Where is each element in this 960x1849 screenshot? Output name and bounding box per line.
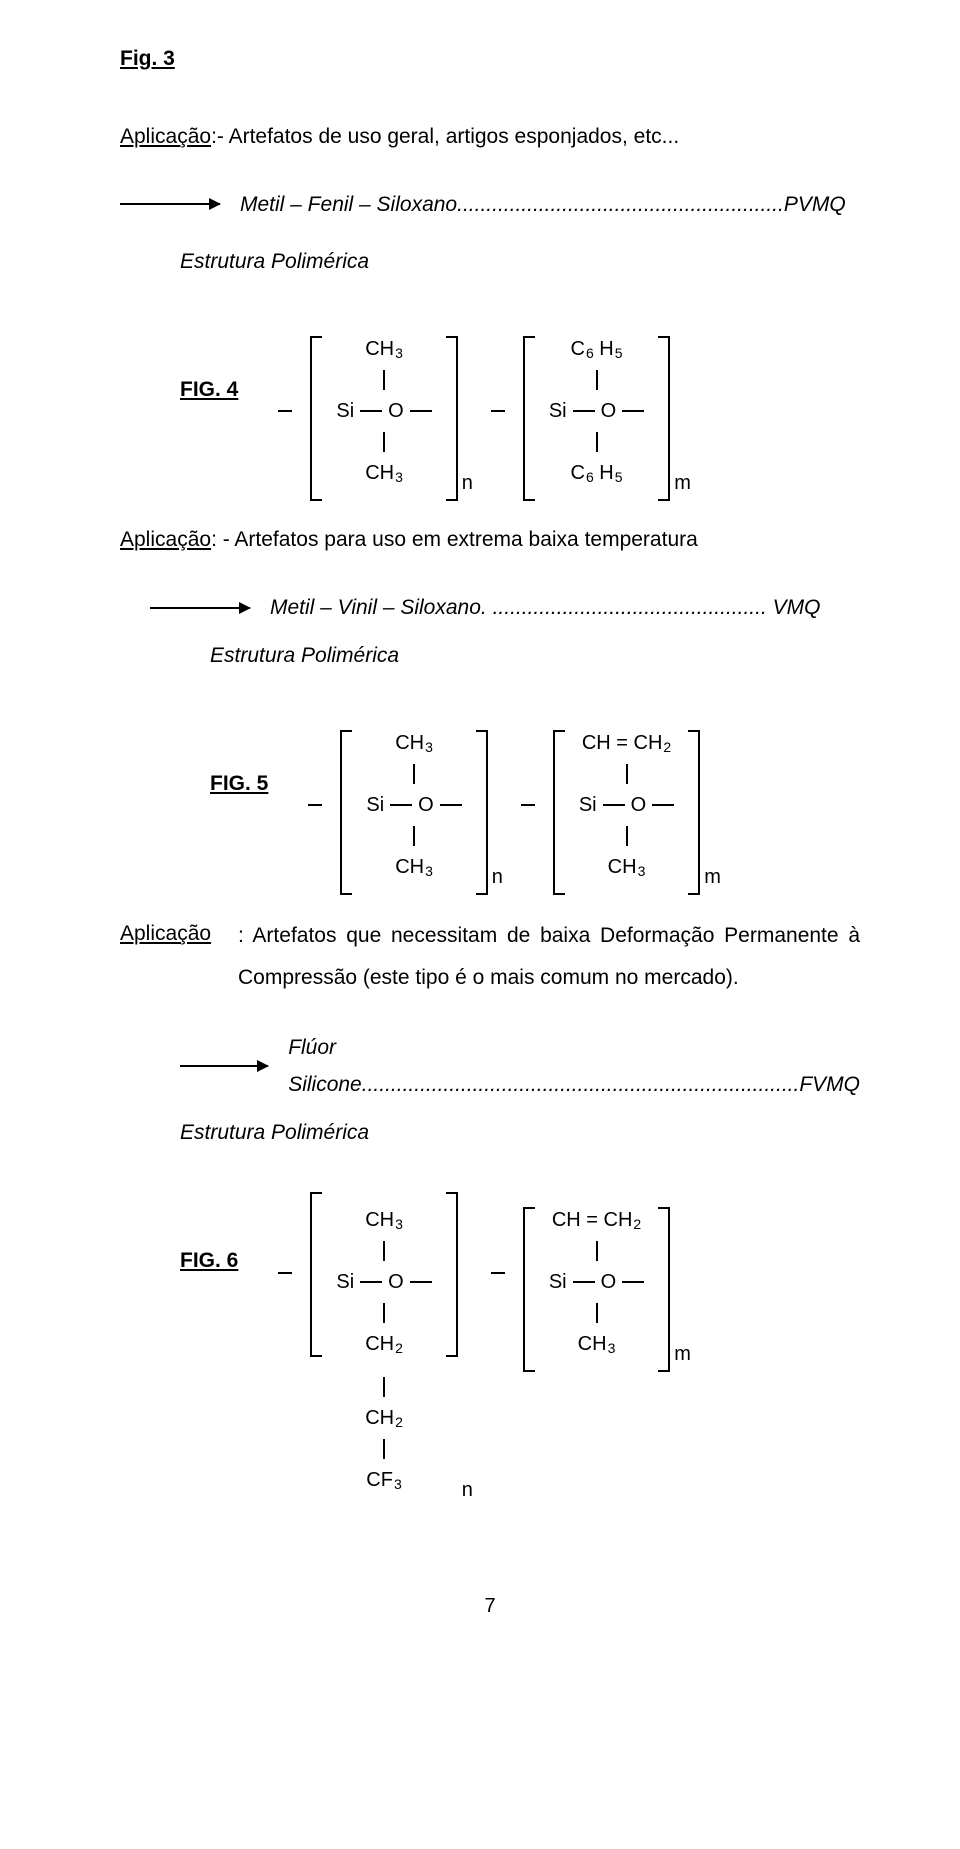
arrow-icon (180, 1065, 268, 1067)
chem4-unit2: C6 H5 Si O C6 H5 (523, 321, 691, 501)
bond-lead (278, 410, 292, 412)
page-container: Fig. 3 Aplicação:- Artefatos de uso gera… (0, 0, 960, 1664)
chem6-unit2-repeat: m (670, 1336, 691, 1372)
chem4-unit2-repeat: m (670, 465, 691, 501)
fig3-heading: Fig. 3 (120, 40, 860, 78)
bracket-right-icon (688, 730, 700, 895)
chem5-unit1-repeat: n (488, 859, 503, 895)
fig6-heading: FIG. 6 (180, 1182, 238, 1280)
chem6-unit1: CH3 SiO CH2 CH2 CF3 (310, 1192, 472, 1508)
aplicacao4-text: : - Artefatos para uso em extrema baixa … (211, 528, 698, 551)
chem6-unit1-repeat: n (458, 1472, 473, 1508)
bond-lead (278, 1272, 292, 1274)
aplicacao5-text: : Artefatos que necessitam de baixa Defo… (238, 915, 860, 999)
bond-lead (308, 804, 322, 806)
siloxane5-name: Metil – Vinil – Siloxano. ..............… (270, 589, 820, 627)
siloxane6-name: Flúor Silicone..........................… (288, 1029, 860, 1105)
page-number: 7 (120, 1588, 860, 1624)
aplicacao3-text: :- Artefatos de uso geral, artigos espon… (211, 125, 679, 148)
bracket-left-icon (523, 336, 535, 501)
aplicacao4: Aplicação: - Artefatos para uso em extre… (120, 521, 860, 559)
aplicacao4-label: Aplicação (120, 528, 211, 551)
arrow-icon (120, 203, 220, 205)
chem5-structure: CH3 SiO CH3 n CH = CH2 Si (308, 715, 721, 895)
bracket-left-icon (340, 730, 352, 895)
bracket-right-icon (658, 336, 670, 501)
bracket-left-icon (310, 336, 322, 501)
aplicacao5: Aplicação : Artefatos que necessitam de … (120, 915, 860, 999)
bracket-left-icon (523, 1207, 535, 1372)
chem6-unit2: CH = CH2 SiO CH3 m (523, 1192, 691, 1372)
fig5-row: FIG. 5 CH3 SiO CH3 n (120, 705, 860, 915)
bond-mid (491, 1272, 505, 1274)
chem5-unit1: CH3 SiO CH3 n (340, 715, 502, 895)
chem4-unit1-col: CH3 Si O CH3 (322, 321, 445, 501)
chem5-unit2-repeat: m (700, 859, 721, 895)
fig4-row: FIG. 4 CH3 Si O CH3 (120, 311, 860, 521)
arrow-icon (150, 607, 250, 609)
chem4-unit1: CH3 Si O CH3 n (310, 321, 472, 501)
bracket-right-icon (446, 336, 458, 501)
chem5-unit2: CH = CH2 SiO CH3 m (553, 715, 721, 895)
aplicacao3: Aplicação:- Artefatos de uso geral, arti… (120, 118, 860, 156)
chem6-structure: CH3 SiO CH2 CH2 CF3 (278, 1192, 691, 1508)
bond-mid (521, 804, 535, 806)
siloxane5-row: Metil – Vinil – Siloxano. ..............… (150, 589, 860, 627)
bracket-left-icon (310, 1192, 322, 1357)
fig4-heading: FIG. 4 (180, 311, 238, 409)
siloxane4-row: Metil – Fenil – Siloxano................… (120, 186, 860, 224)
bracket-right-icon (658, 1207, 670, 1372)
struct-label6: Estrutura Polimérica (120, 1114, 860, 1152)
struct-label5: Estrutura Polimérica (120, 637, 860, 675)
bracket-left-icon (553, 730, 565, 895)
siloxane6-row: Flúor Silicone..........................… (180, 1029, 860, 1105)
bracket-right-icon (476, 730, 488, 895)
fig5-heading: FIG. 5 (210, 705, 268, 803)
chem4-unit2-col: C6 H5 Si O C6 H5 (535, 321, 658, 501)
fig6-row: FIG. 6 CH3 SiO CH2 (120, 1182, 860, 1528)
bond-mid (491, 410, 505, 412)
aplicacao3-label: Aplicação (120, 125, 211, 148)
chem4-structure: CH3 Si O CH3 n (278, 321, 691, 501)
aplicacao5-label: Aplicação (120, 915, 238, 999)
struct-label4: Estrutura Polimérica (120, 243, 860, 281)
chem4-unit1-repeat: n (458, 465, 473, 501)
bracket-right-icon (446, 1192, 458, 1357)
siloxane4-name: Metil – Fenil – Siloxano................… (240, 186, 846, 224)
